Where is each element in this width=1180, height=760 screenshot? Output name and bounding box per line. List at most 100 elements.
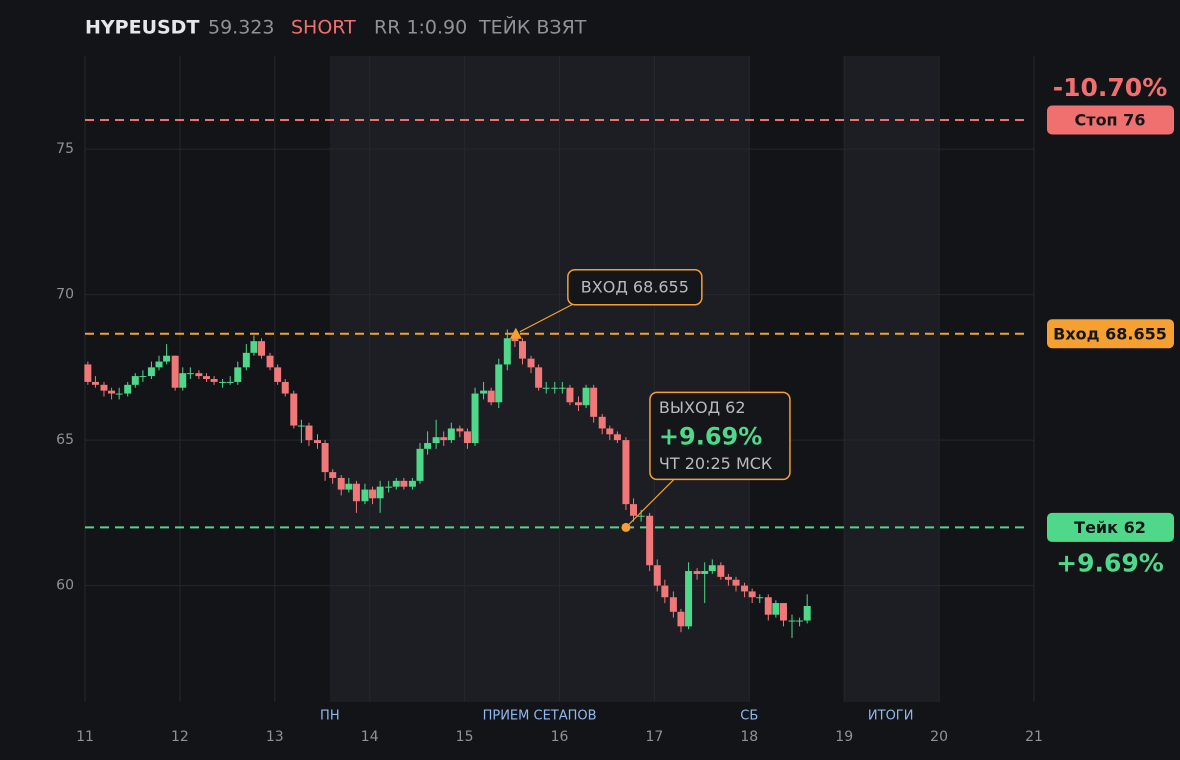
candle-body	[606, 428, 614, 435]
candle-body	[630, 504, 638, 516]
x-tick-label: 18	[740, 729, 758, 745]
candle-body	[337, 477, 345, 490]
candle-body	[487, 390, 495, 403]
candle-body	[424, 443, 432, 449]
candle-body	[131, 376, 139, 385]
candle-body	[139, 376, 147, 378]
x-tick-label: 11	[76, 729, 94, 745]
candle-body	[202, 376, 210, 379]
candle-body	[210, 379, 218, 382]
x-tick-label: 13	[266, 729, 284, 745]
candle-body	[463, 431, 471, 444]
candle-body	[677, 611, 685, 627]
side: SHORT	[291, 17, 356, 39]
exit-change: +9.69%	[659, 422, 762, 450]
candle-body	[115, 393, 123, 395]
candle-body	[234, 367, 242, 382]
exit-label: ВЫХОД 62	[659, 398, 746, 417]
entry-label: ВХОД 68.655	[581, 277, 689, 296]
candle-body	[447, 428, 455, 441]
risk-reward: RR 1:0.90	[374, 17, 467, 39]
candle-body	[456, 428, 464, 432]
candle-body	[305, 425, 313, 441]
level-change: +9.69%	[1056, 548, 1164, 577]
candle-body	[772, 603, 780, 615]
candle-body	[598, 416, 606, 429]
candle-body	[321, 443, 329, 473]
candle-body	[195, 373, 203, 377]
candle-body	[392, 480, 400, 487]
candle-body	[314, 440, 322, 444]
candle-body	[290, 393, 298, 426]
entry-marker	[509, 327, 522, 339]
candle-body	[724, 576, 732, 580]
level-label: Стоп 76	[1075, 111, 1146, 130]
candle-body	[551, 387, 559, 389]
band-label: СБ	[740, 709, 758, 724]
candle-body	[274, 367, 282, 382]
candle-body	[352, 483, 360, 502]
band-label: ИТОГИ	[868, 709, 914, 724]
candle-body	[535, 367, 543, 388]
band-label: ПН	[320, 709, 340, 724]
level-badge	[1047, 319, 1174, 349]
candle-body	[590, 387, 598, 417]
candle-body	[708, 565, 716, 572]
exit-callout	[649, 391, 791, 481]
candle-body	[646, 515, 654, 566]
candle-body	[155, 361, 163, 368]
candle-body	[440, 437, 448, 441]
level-label: Тейк 62	[1074, 518, 1146, 537]
candle-body	[91, 381, 99, 385]
candle-body	[495, 364, 503, 403]
candle-body	[219, 381, 227, 383]
candle-body	[480, 390, 488, 394]
candle-body	[511, 338, 519, 342]
x-tick-label: 15	[456, 729, 474, 745]
x-tick-label: 12	[171, 729, 189, 745]
candle-body	[622, 440, 630, 505]
candle-body	[242, 352, 250, 368]
candle-body	[788, 620, 796, 622]
candle-body	[100, 384, 108, 391]
candle-body	[400, 480, 408, 487]
candle-body	[147, 367, 155, 377]
candle-body	[669, 597, 677, 612]
candle-body	[796, 620, 804, 622]
candle-body	[432, 437, 440, 444]
level-badge	[1047, 512, 1174, 542]
x-tick-label: 14	[361, 729, 379, 745]
candle-body	[376, 486, 384, 499]
candle-body	[732, 579, 740, 586]
candle-body	[281, 381, 289, 394]
candle-body	[250, 341, 258, 353]
candle-body	[297, 425, 305, 427]
candle-body	[471, 393, 479, 444]
candle-body	[385, 486, 393, 488]
candle-body	[503, 338, 511, 365]
candle-body	[171, 355, 179, 388]
candle-body	[613, 434, 621, 441]
exit-pointer	[628, 478, 675, 525]
y-tick-label: 65	[56, 432, 74, 448]
exit-time: ЧТ 20:25 МСК	[659, 454, 773, 473]
candle-body	[518, 341, 526, 359]
candle-body	[416, 448, 424, 481]
x-tick-label: 19	[835, 729, 853, 745]
session-band	[844, 56, 940, 702]
symbol: HYPEUSDT	[85, 17, 199, 39]
candle-body	[84, 364, 92, 382]
level-label: Вход 68.655	[1053, 324, 1167, 343]
candle-body	[566, 387, 574, 403]
entry-callout	[567, 269, 703, 306]
candle-body	[345, 483, 353, 490]
candle-body	[685, 571, 693, 627]
price: 59.323	[208, 17, 274, 39]
entry-pointer	[519, 304, 573, 333]
candle-body	[361, 489, 369, 502]
candle-body	[258, 341, 266, 356]
status: ТЕЙК ВЗЯТ	[478, 16, 587, 39]
candle-body	[637, 515, 645, 517]
